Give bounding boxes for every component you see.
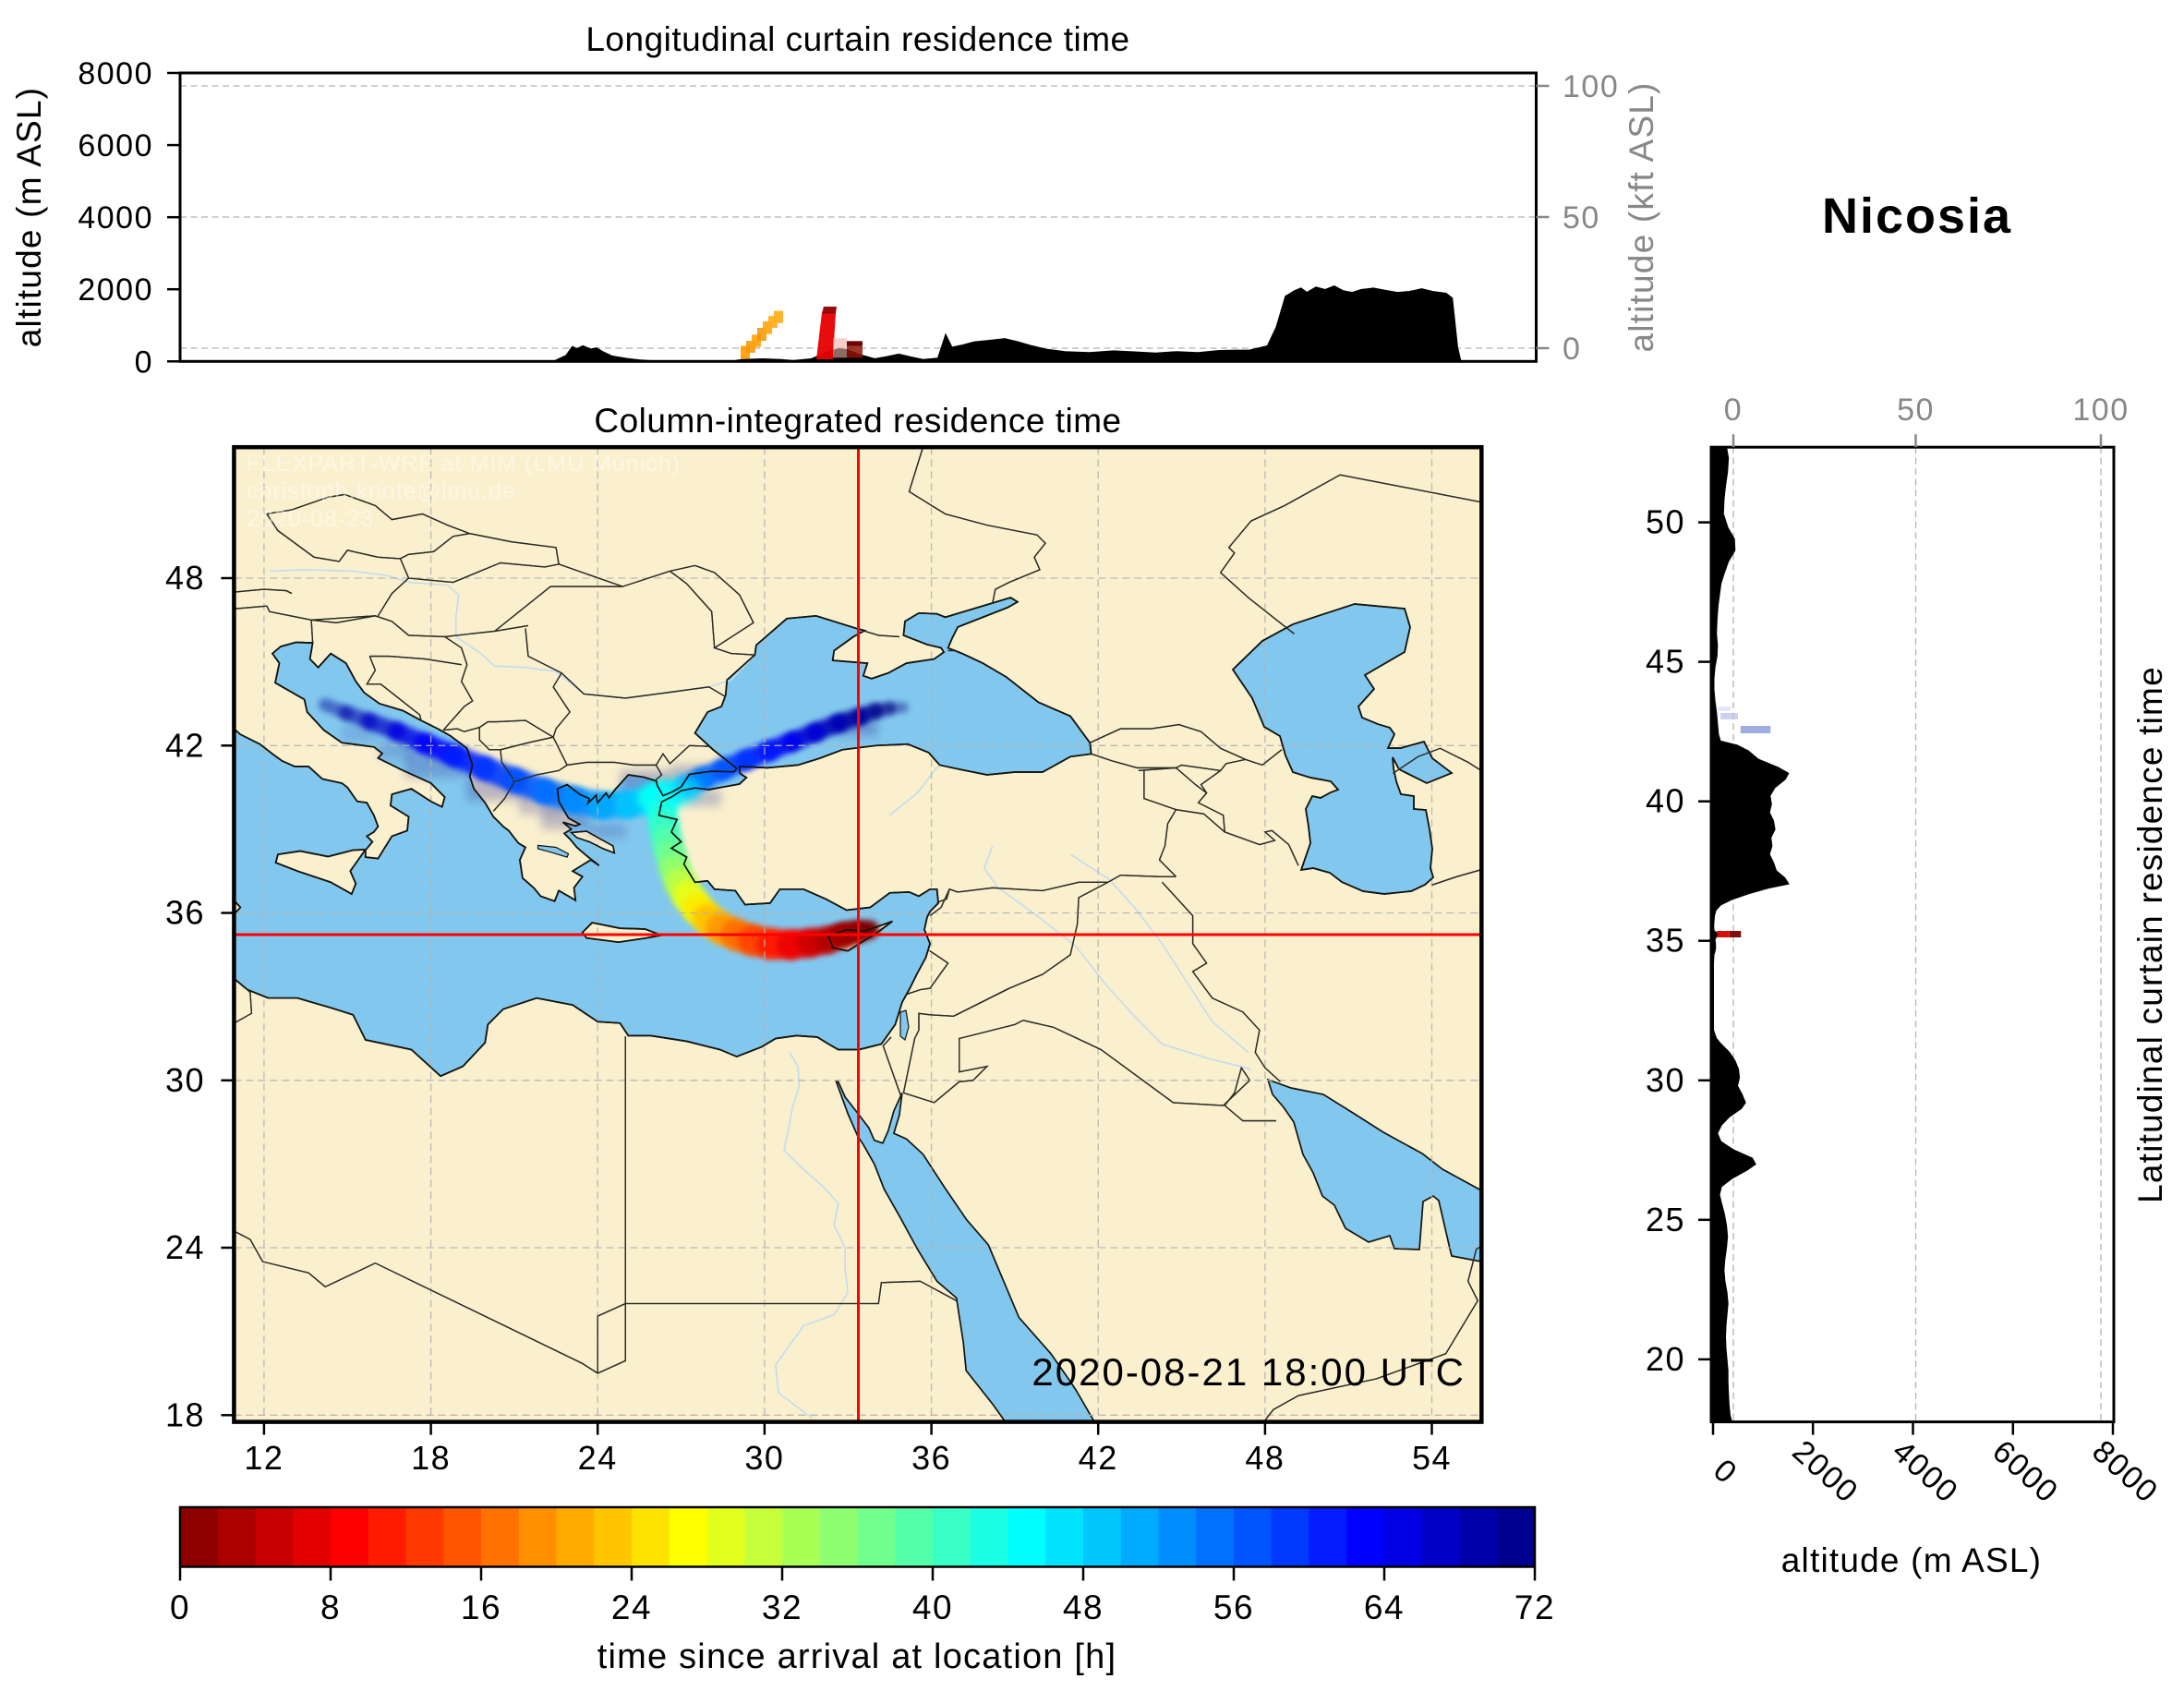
svg-text:50: 50 <box>1646 503 1685 541</box>
svg-text:0: 0 <box>170 1588 190 1626</box>
svg-text:time since arrival at location: time since arrival at location [h] <box>597 1637 1116 1676</box>
svg-text:Nicosia: Nicosia <box>1822 188 2012 244</box>
svg-text:4000: 4000 <box>78 200 153 236</box>
svg-text:48: 48 <box>1063 1588 1104 1626</box>
svg-text:56: 56 <box>1213 1588 1254 1626</box>
svg-text:Latitudinal curtain residence: Latitudinal curtain residence time <box>2131 666 2169 1203</box>
svg-text:6000: 6000 <box>78 128 153 163</box>
svg-text:2020-08-21 18:00 UTC: 2020-08-21 18:00 UTC <box>1032 1350 1466 1394</box>
svg-text:18: 18 <box>411 1439 451 1477</box>
svg-text:altitude (kft ASL): altitude (kft ASL) <box>1623 81 1660 352</box>
svg-text:40: 40 <box>912 1588 953 1626</box>
svg-text:0: 0 <box>1563 332 1581 367</box>
svg-text:8000: 8000 <box>78 56 153 91</box>
svg-text:30: 30 <box>744 1439 784 1477</box>
svg-text:24: 24 <box>165 1228 205 1266</box>
svg-text:54: 54 <box>1412 1439 1452 1477</box>
svg-text:20: 20 <box>1646 1340 1685 1378</box>
svg-text:40: 40 <box>1646 782 1685 820</box>
svg-text:42: 42 <box>165 726 205 764</box>
svg-text:30: 30 <box>165 1061 205 1099</box>
svg-text:32: 32 <box>762 1588 802 1626</box>
svg-text:48: 48 <box>1245 1439 1285 1477</box>
svg-text:45: 45 <box>1646 643 1685 681</box>
svg-text:christoph.knote@lmu.de: christoph.knote@lmu.de <box>247 478 516 504</box>
svg-text:30: 30 <box>1646 1061 1685 1099</box>
svg-text:50: 50 <box>1563 200 1600 236</box>
svg-text:Column-integrated residence ti: Column-integrated residence time <box>594 402 1121 440</box>
svg-text:16: 16 <box>461 1588 501 1626</box>
svg-text:altitude (m ASL): altitude (m ASL) <box>1781 1541 2042 1579</box>
svg-text:72: 72 <box>1514 1588 1555 1626</box>
svg-text:35: 35 <box>1646 922 1685 960</box>
svg-text:36: 36 <box>165 894 205 932</box>
svg-text:12: 12 <box>244 1439 284 1477</box>
svg-text:0: 0 <box>135 344 153 380</box>
svg-text:25: 25 <box>1646 1201 1685 1238</box>
svg-text:Longitudinal curtain residence: Longitudinal curtain residence time <box>585 20 1129 58</box>
svg-text:FLEXPART-WRF at MIM (LMU Munic: FLEXPART-WRF at MIM (LMU Munich) <box>247 451 681 477</box>
svg-text:24: 24 <box>578 1439 618 1477</box>
svg-text:100: 100 <box>1563 69 1619 104</box>
svg-text:18: 18 <box>165 1395 205 1433</box>
svg-text:2000: 2000 <box>78 272 153 308</box>
svg-text:64: 64 <box>1364 1588 1405 1626</box>
svg-text:48: 48 <box>165 559 205 597</box>
svg-text:0: 0 <box>1724 393 1743 428</box>
svg-text:altitude (m ASL): altitude (m ASL) <box>10 87 48 347</box>
svg-text:8: 8 <box>320 1588 341 1626</box>
svg-text:50: 50 <box>1897 393 1935 428</box>
svg-text:2020-08-23: 2020-08-23 <box>247 506 374 532</box>
svg-text:24: 24 <box>611 1588 652 1626</box>
svg-text:36: 36 <box>911 1439 951 1477</box>
svg-text:42: 42 <box>1079 1439 1118 1477</box>
svg-text:100: 100 <box>2072 393 2129 428</box>
